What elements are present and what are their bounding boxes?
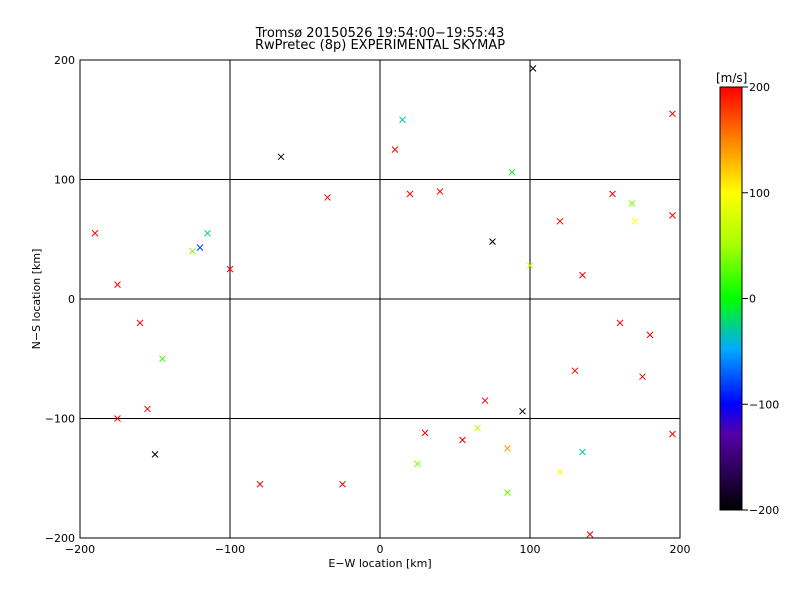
data-point-cross [481, 397, 489, 404]
x-tick-label: 0 [377, 543, 384, 556]
data-points [91, 65, 676, 538]
data-point-cross [256, 480, 264, 488]
data-point-cross [339, 480, 346, 488]
x-tick-label: 200 [670, 543, 691, 556]
data-point-cross [391, 146, 399, 153]
data-point-cross [414, 460, 421, 468]
data-point-cross [616, 319, 624, 327]
data-point-cross [579, 271, 586, 279]
data-point-cross [504, 489, 511, 496]
data-point-cross [226, 265, 234, 273]
data-point-cross [669, 430, 676, 438]
data-point-cross [489, 238, 496, 245]
data-point-cross [114, 415, 121, 422]
data-point-cross [406, 190, 414, 198]
data-point-cross [526, 262, 534, 269]
data-point-cross [204, 229, 211, 237]
x-tick-label: −100 [215, 543, 245, 556]
y-tick-label: 100 [54, 174, 75, 187]
x-tick-label: −200 [65, 543, 95, 556]
data-point-cross [669, 211, 676, 219]
x-axis-label: E−W location [km] [328, 557, 431, 570]
colorbar-tick-label: −100 [749, 398, 779, 411]
data-point-cross [159, 355, 166, 363]
data-point-cross [639, 373, 646, 381]
data-point-cross [136, 319, 144, 327]
data-point-cross [556, 217, 564, 225]
data-point-cross [519, 407, 526, 415]
x-axis: −200 −100 0 100 200 [65, 543, 691, 556]
data-point-cross [556, 468, 564, 476]
data-point-cross [646, 331, 654, 339]
colorbar [719, 86, 743, 511]
colorbar-ticks: −200 −100 0 100 200 [742, 81, 779, 517]
data-point-cross [114, 281, 121, 289]
data-point-cross [631, 217, 639, 225]
chart-subtitle: RwPretec (8p) EXPERIMENTAL SKYMAP [254, 38, 506, 53]
data-point-cross [579, 448, 586, 456]
data-point-cross [669, 110, 676, 118]
y-tick-label: −200 [45, 532, 75, 545]
colorbar-unit-label: [m/s] [716, 71, 748, 85]
plot-grid [80, 60, 680, 538]
data-point-cross [144, 405, 151, 413]
plot-frame [79, 59, 681, 539]
data-point-cross [324, 194, 331, 201]
data-point-cross [474, 424, 481, 432]
data-point-cross [609, 190, 616, 198]
data-point-cross [189, 247, 196, 255]
y-axis: −200 −100 0 100 200 [45, 54, 75, 545]
chart-title: Tromsø 20150526 19:54:00−19:55:43 [255, 26, 505, 41]
y-axis-label: N−S location [km] [30, 249, 43, 350]
data-point-cross [586, 531, 594, 538]
colorbar-tick-label: 200 [749, 81, 770, 94]
y-tick-label: 0 [68, 293, 75, 306]
colorbar-tick-label: 100 [749, 187, 770, 200]
data-point-cross [421, 429, 429, 437]
x-tick-label: 100 [520, 543, 541, 556]
data-point-cross [529, 65, 537, 72]
data-point-cross [628, 200, 636, 207]
data-point-cross [508, 168, 516, 176]
data-point-cross [196, 244, 204, 251]
data-point-cross [277, 153, 285, 161]
data-point-cross [459, 436, 466, 444]
colorbar-tick-label: 0 [749, 293, 756, 306]
data-point-cross [91, 229, 99, 237]
colorbar-tick-label: −200 [749, 504, 779, 517]
data-point-cross [571, 367, 579, 375]
y-tick-label: −100 [45, 413, 75, 426]
y-tick-label: 200 [54, 54, 75, 67]
data-point-cross [151, 450, 159, 458]
data-point-cross [504, 445, 511, 452]
data-point-cross [436, 188, 444, 195]
data-point-cross [399, 116, 406, 124]
